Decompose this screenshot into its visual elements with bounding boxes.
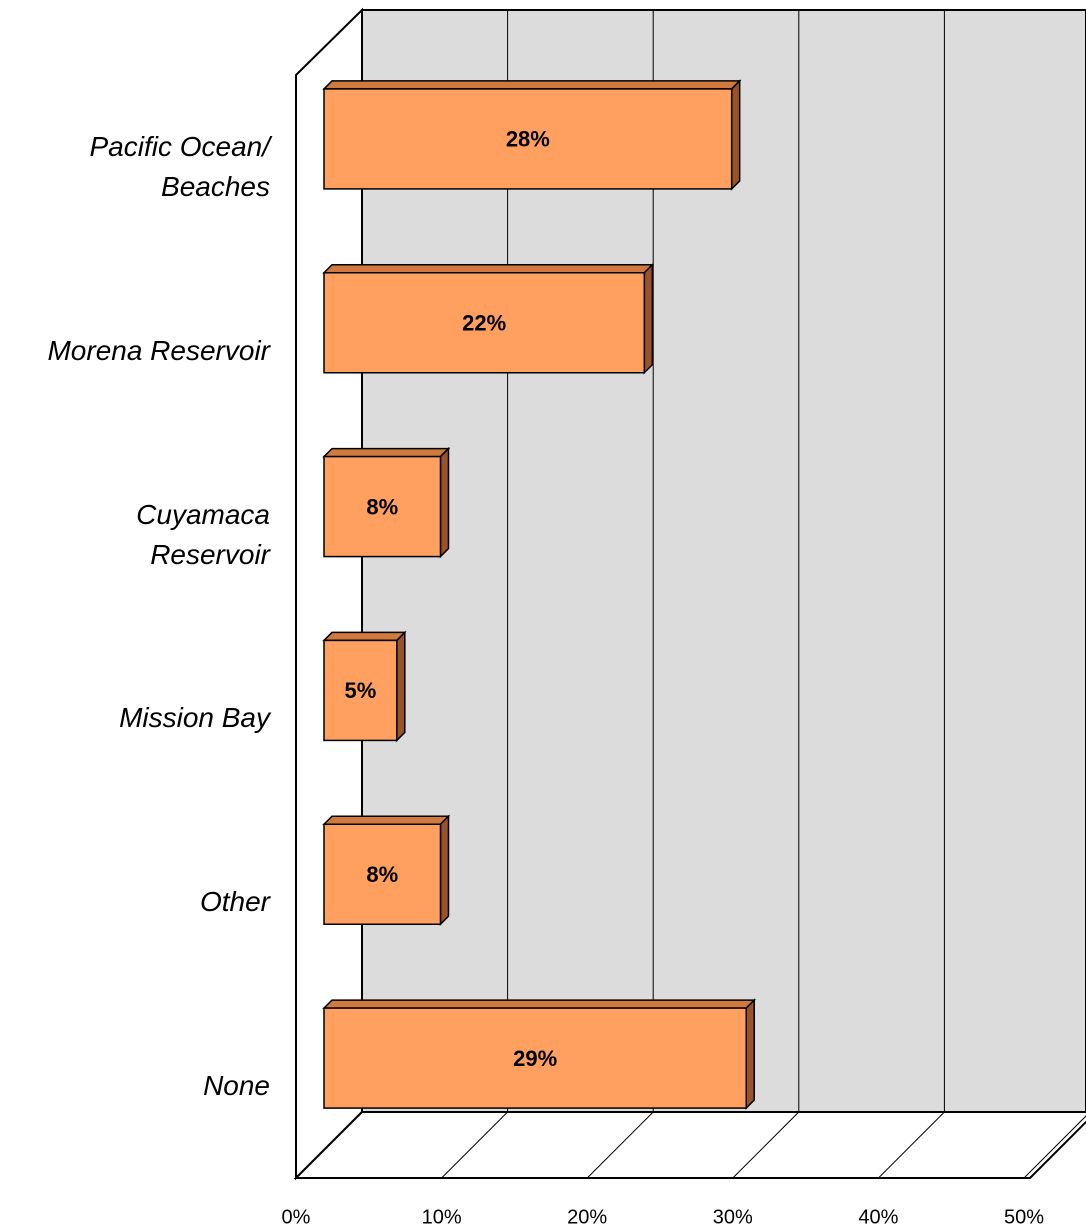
bar (323, 272, 646, 374)
value-label: 8% (366, 862, 398, 887)
category-label: Pacific Ocean/ Beaches (89, 130, 270, 202)
floor-line (586, 1111, 654, 1179)
floor-line (732, 1111, 800, 1179)
floor-line (878, 1111, 945, 1179)
bar (323, 455, 442, 558)
bar-top (322, 631, 407, 642)
bar (323, 88, 733, 190)
category-label: None (203, 1070, 270, 1102)
bar-side (439, 814, 450, 927)
value-label: 5% (345, 678, 377, 703)
x-tick-label: 50% (1004, 1206, 1044, 1228)
category-label: Mission Bay (119, 702, 270, 734)
bar (323, 823, 442, 925)
bar-side (439, 446, 450, 559)
bar-top (322, 264, 655, 274)
bar (323, 639, 398, 742)
bar (323, 1007, 747, 1109)
bar-top (322, 999, 757, 1009)
bar-top (322, 80, 742, 90)
bar-top (322, 815, 451, 825)
value-label: 28% (506, 127, 550, 152)
bar-side (745, 998, 755, 1110)
category-label: Other (199, 886, 270, 918)
bar-side (730, 79, 741, 191)
value-label: 8% (366, 494, 398, 519)
x-tick-label: 10% (422, 1206, 462, 1228)
bar-side (396, 630, 406, 743)
value-label: 22% (462, 311, 506, 336)
floor-line (441, 1111, 508, 1179)
x-tick-label: 40% (858, 1206, 898, 1228)
floor-line (295, 1111, 363, 1179)
x-tick-label: 0% (282, 1206, 311, 1228)
category-label: Cuyamaca Reservoir (136, 498, 270, 570)
floor (293, 1111, 1086, 1179)
x-tick-label: 30% (713, 1206, 753, 1228)
value-label: 29% (513, 1046, 557, 1071)
category-label: Morena Reservoir (47, 334, 270, 366)
floor-line (1023, 1115, 1086, 1179)
bar-side (643, 262, 654, 375)
x-tick-label: 20% (567, 1206, 607, 1228)
bar-top (322, 447, 451, 458)
